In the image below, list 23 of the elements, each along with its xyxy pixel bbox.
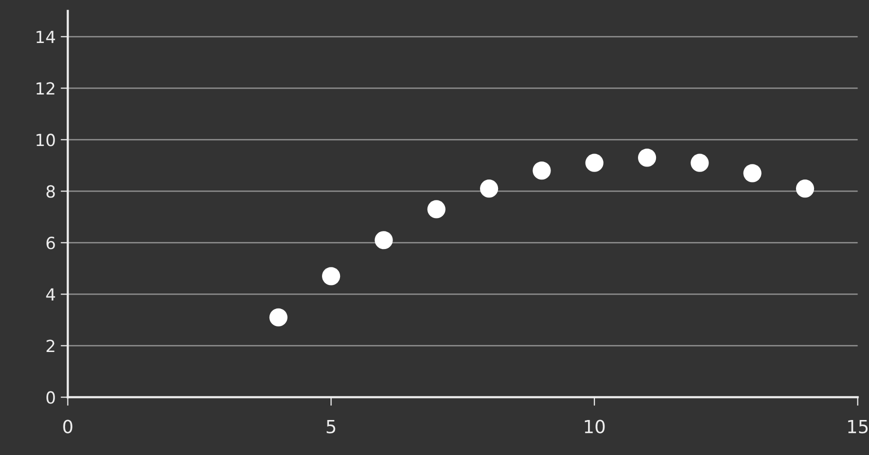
y-tick-label: 0 [46,391,55,404]
y-tick-label: 8 [46,185,55,198]
point [638,148,656,167]
y-tick-label: 2 [46,340,54,352]
y-tick-label: 10 [36,134,55,146]
y-tick-label: 14 [36,30,56,44]
y-tick-label: 12 [36,82,54,95]
x-tick-label: 5 [326,420,336,434]
point [743,164,762,182]
x-tick-label: 10 [584,420,605,434]
y-tick-label: 6 [46,236,55,250]
point [374,231,393,250]
x-tick-label: 0 [63,420,72,434]
point [427,200,446,218]
x-tick-label: 15 [848,420,868,434]
point [585,154,604,172]
point [532,162,551,180]
point [322,267,340,286]
point [796,180,814,198]
point [269,308,288,326]
point [480,180,498,198]
y-tick-label: 4 [46,288,56,301]
point [690,154,709,172]
